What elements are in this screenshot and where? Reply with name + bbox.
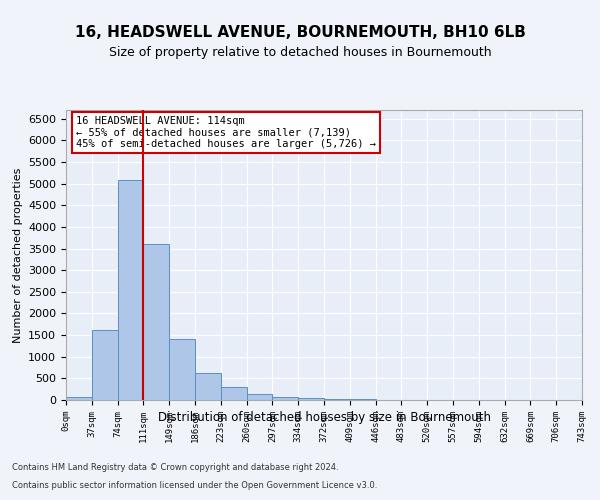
Text: 16 HEADSWELL AVENUE: 114sqm
← 55% of detached houses are smaller (7,139)
45% of : 16 HEADSWELL AVENUE: 114sqm ← 55% of det… — [76, 116, 376, 149]
Text: Distribution of detached houses by size in Bournemouth: Distribution of detached houses by size … — [157, 411, 491, 424]
Y-axis label: Number of detached properties: Number of detached properties — [13, 168, 23, 342]
Bar — [247, 394, 272, 400]
Bar — [66, 397, 92, 400]
Bar — [221, 387, 247, 400]
Text: Contains HM Land Registry data © Crown copyright and database right 2024.: Contains HM Land Registry data © Crown c… — [12, 463, 338, 472]
Bar — [118, 180, 143, 400]
Text: Size of property relative to detached houses in Bournemouth: Size of property relative to detached ho… — [109, 46, 491, 59]
Text: Contains public sector information licensed under the Open Government Licence v3: Contains public sector information licen… — [12, 480, 377, 490]
Text: 16, HEADSWELL AVENUE, BOURNEMOUTH, BH10 6LB: 16, HEADSWELL AVENUE, BOURNEMOUTH, BH10 … — [74, 25, 526, 40]
Bar — [195, 373, 221, 400]
Bar — [169, 340, 195, 400]
Bar — [298, 398, 324, 400]
Bar — [350, 399, 376, 400]
Bar — [324, 398, 350, 400]
Bar — [272, 396, 298, 400]
Bar — [92, 330, 118, 400]
Bar — [143, 244, 169, 400]
